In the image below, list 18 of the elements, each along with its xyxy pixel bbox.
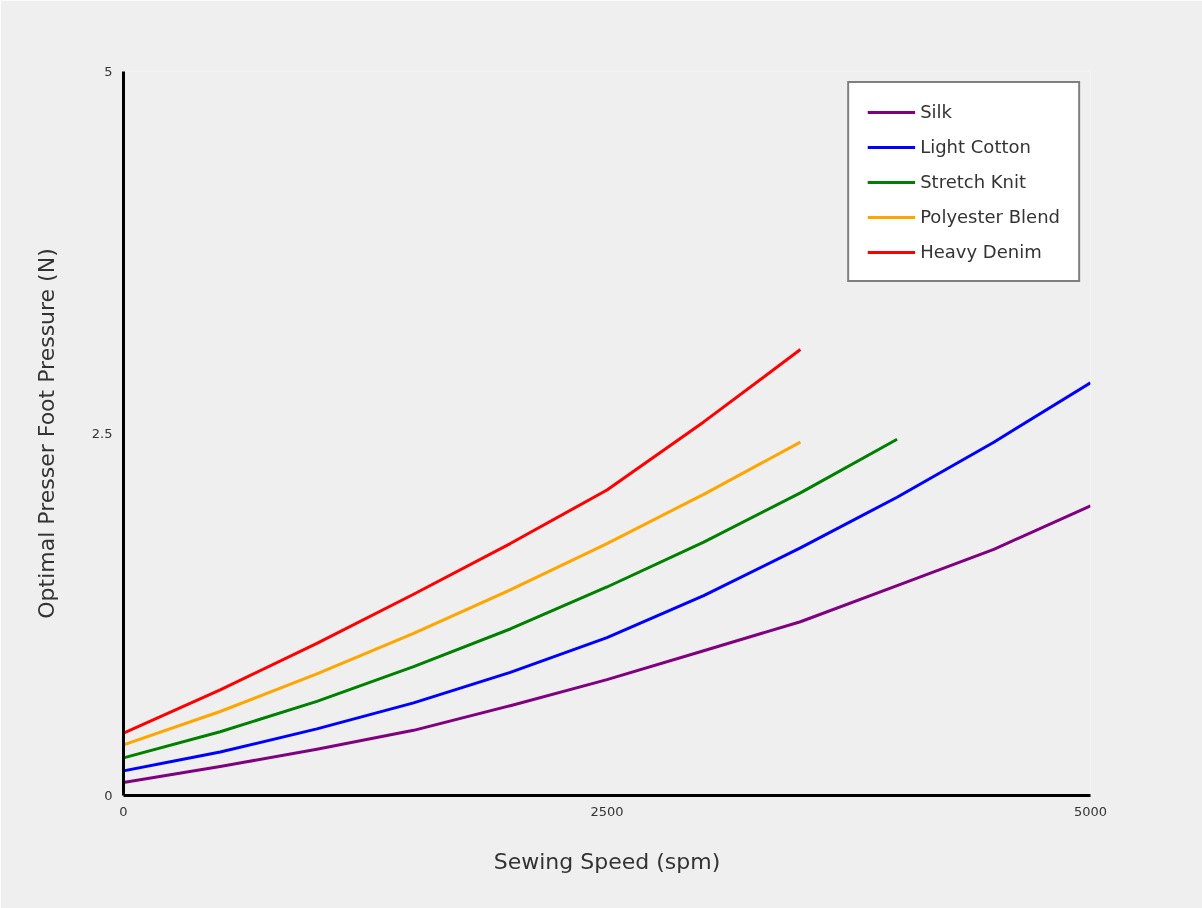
legend-label: Stretch Knit	[920, 171, 1027, 192]
y-tick-label: 5	[104, 64, 113, 79]
line-series	[123, 504, 1091, 784]
x-tick-label: 0	[119, 803, 128, 819]
line-series	[123, 348, 802, 735]
x-tick-label: 2500	[590, 803, 624, 819]
legend-label: Light Cotton	[920, 136, 1031, 157]
y-tick-label: 0	[104, 788, 113, 803]
legend-label: Silk	[920, 101, 953, 122]
line-series	[123, 437, 899, 760]
line-series	[123, 381, 1091, 773]
x-axis-title: Sewing Speed (spm)	[493, 848, 721, 874]
x-tick-label: 5000	[1073, 803, 1108, 819]
y-axis-title: Optimal Presser Foot Pressure (N)	[33, 248, 59, 619]
legend-label: Heavy Denim	[920, 241, 1042, 262]
line-series	[123, 440, 802, 747]
y-tick-label: 2.5	[91, 426, 113, 441]
legend-label: Polyester Blend	[920, 206, 1060, 227]
